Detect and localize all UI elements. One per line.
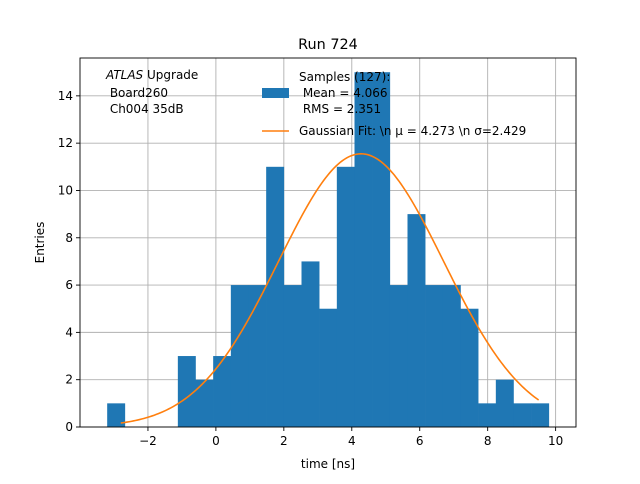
histogram-bar [460,308,479,427]
histogram-bars [107,72,550,428]
y-tick-label: 14 [58,89,73,103]
y-tick-label: 2 [65,373,73,387]
legend-samples-line-1: Samples (127): [299,70,390,84]
histogram-bar [301,261,320,427]
histogram-bar [266,166,285,428]
histogram-bar [372,72,391,427]
histogram-bar [213,356,232,427]
x-tick-label: 8 [484,434,492,448]
y-tick-label: 4 [65,325,73,339]
histogram-bar [319,308,338,427]
y-tick-label: 8 [65,231,73,245]
atlas-annotation: ATLAS Upgrade Board260 Ch004 35dB [105,68,198,116]
x-axis-label: time [ns] [301,457,355,471]
gaussian-fit-curve [120,152,540,424]
x-tick-label: 6 [416,434,424,448]
x-axis-ticks: −2 0 2 4 6 8 10 [139,427,563,448]
histogram-bar [425,285,444,427]
y-tick-label: 10 [58,183,73,197]
chart-title: Run 724 [298,37,358,53]
legend-samples-line-3: RMS = 2.351 [299,102,381,116]
annotation-line-2: Board260 [106,86,168,100]
gaussian-fit [120,152,540,424]
legend: Samples (127): Mean = 4.066 RMS = 2.351 … [262,70,526,138]
histogram-bar [195,379,214,427]
legend-swatch-samples [262,88,289,98]
histogram-bar [283,285,302,427]
x-tick-label: 2 [280,434,288,448]
annotation-first-line-rest: Upgrade [143,68,198,82]
y-tick-label: 0 [65,420,73,434]
x-tick-label: 10 [548,434,563,448]
x-tick-label: 4 [348,434,356,448]
axes-frame [79,57,577,428]
histogram-bar [389,285,408,427]
histogram-bar [354,72,373,427]
histogram-bar [531,403,550,427]
histogram-bar [513,403,532,427]
y-tick-label: 6 [65,278,73,292]
histogram-bar [177,356,196,427]
histogram-bar [107,403,126,427]
histogram-bar [230,285,249,427]
y-axis-ticks: 0 2 4 6 8 10 12 14 [58,89,80,434]
annotation-italic-word: ATLAS [105,68,144,82]
annotation-line-1: ATLAS Upgrade [105,68,198,82]
annotation-line-3: Ch004 35dB [106,102,184,116]
x-tick-label: 0 [212,434,220,448]
histogram-bar [248,285,267,427]
y-axis-label: Entries [33,222,47,264]
histogram-bar [442,285,461,427]
legend-samples-line-2: Mean = 4.066 [299,86,388,100]
histogram-bar [495,379,514,427]
legend-fit-label: Gaussian Fit: \n μ = 4.273 \n σ=2.429 [299,124,526,138]
y-tick-label: 12 [58,136,73,150]
histogram-bar [407,214,426,427]
x-tick-label: −2 [139,434,157,448]
histogram-bar [336,166,355,428]
histogram-bar [478,403,497,427]
